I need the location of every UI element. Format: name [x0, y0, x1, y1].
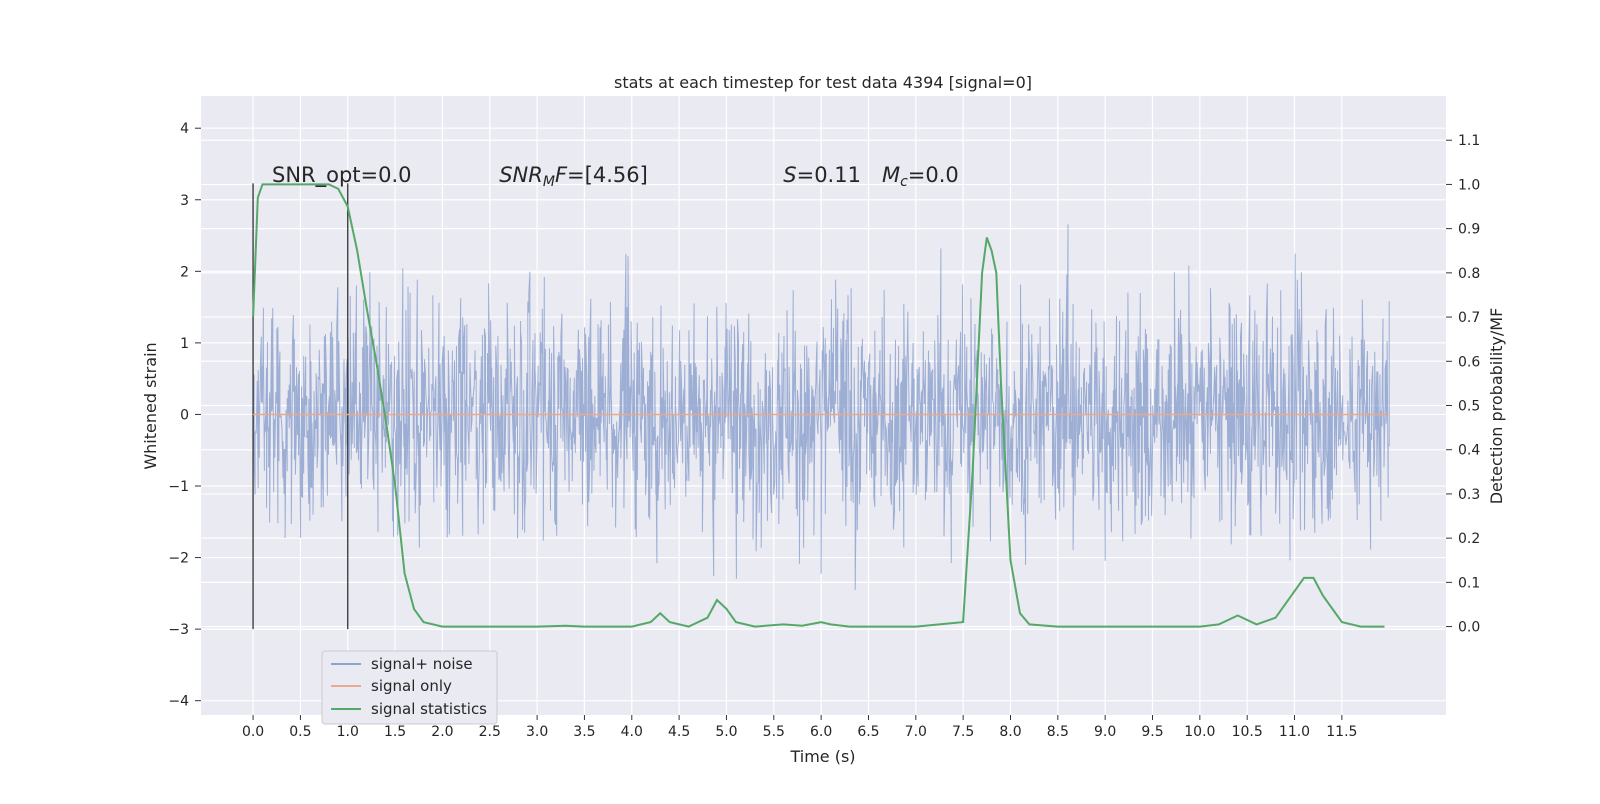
annotations: SNR_opt=0.0 SNRMF=[4.56] S=0.11 Mc=0.0 — [272, 163, 959, 190]
x-tick-label: 7.0 — [905, 724, 927, 740]
legend-label-signal-only: signal only — [371, 677, 452, 695]
annotation-snr-opt: SNR_opt=0.0 — [272, 163, 412, 188]
y2-tick-label: 0.3 — [1458, 487, 1480, 503]
x-tick-label: 1.5 — [384, 724, 406, 740]
x-axis-label: Time (s) — [789, 747, 855, 766]
legend: signal+ noise signal only signal statist… — [321, 650, 498, 725]
y-tick-label: −2 — [168, 551, 189, 567]
y-tick-label: −4 — [168, 694, 189, 710]
x-tick-label: 10.0 — [1184, 724, 1215, 740]
y2-tick-label: 0.5 — [1458, 399, 1480, 415]
x-tick-label: 4.5 — [668, 724, 690, 740]
y-tick-label: 2 — [180, 264, 189, 280]
y2-tick-label: 1.0 — [1458, 177, 1480, 193]
x-tick-label: 1.0 — [337, 724, 359, 740]
signal-noise-series — [252, 224, 1390, 591]
y2-tick-label: 0.1 — [1458, 575, 1480, 591]
x-tick-label: 9.0 — [1094, 724, 1116, 740]
legend-label-signal-statistics: signal statistics — [371, 700, 487, 718]
x-tick-label: 2.0 — [431, 724, 453, 740]
y2-tick-label: 0.9 — [1458, 222, 1480, 238]
x-tick-label: 2.5 — [479, 724, 501, 740]
y-tick-label: 4 — [180, 121, 189, 137]
chart-title: stats at each timestep for test data 439… — [614, 73, 1032, 92]
ticks-layer: 0.0 0.5 1.0 1.5 2.0 2.5 3.0 3.5 4.0 4.5 5.0 5.5 6.0 6… — [168, 121, 1480, 740]
y2-tick-label: 0.6 — [1458, 354, 1480, 370]
annotation-snr-mf: SNRMF=[4.56] — [499, 163, 648, 190]
annotation-s-mc: S=0.11 Mc=0.0 — [783, 163, 959, 190]
x-tick-label: 9.5 — [1141, 724, 1163, 740]
y2-axis-label: Detection probability/MF — [1487, 308, 1506, 505]
y2-tick-label: 0.7 — [1458, 310, 1480, 326]
x-tick-label: 5.5 — [763, 724, 785, 740]
y-tick-label: 1 — [180, 336, 189, 352]
y2-tick-label: 0.0 — [1458, 620, 1480, 636]
x-tick-label: 6.5 — [857, 724, 879, 740]
y-axis-label: Whitened strain — [141, 342, 160, 469]
y-tick-label: −1 — [168, 479, 189, 495]
y2-tick-label: 0.8 — [1458, 266, 1480, 282]
x-tick-label: 6.0 — [810, 724, 832, 740]
y-tick-label: 0 — [180, 407, 189, 423]
y-tick-label: −3 — [168, 622, 189, 638]
y2-tick-label: 0.2 — [1458, 531, 1480, 547]
legend-label-signal-noise: signal+ noise — [371, 655, 473, 673]
lines-layer — [252, 183, 1390, 630]
legend-box — [321, 650, 498, 725]
x-tick-label: 0.0 — [242, 724, 264, 740]
x-tick-label: 10.5 — [1232, 724, 1263, 740]
x-tick-label: 4.0 — [621, 724, 643, 740]
x-tick-label: 0.5 — [289, 724, 311, 740]
signal-statistics-line — [252, 183, 1385, 628]
y-tick-label: 3 — [180, 193, 189, 209]
y2-tick-label: 0.4 — [1458, 443, 1480, 459]
x-tick-label: 7.5 — [952, 724, 974, 740]
x-tick-label: 3.5 — [573, 724, 595, 740]
x-tick-label: 5.0 — [715, 724, 737, 740]
signal-noise-line — [252, 224, 1390, 591]
x-tick-label: 3.0 — [526, 724, 548, 740]
x-tick-label: 11.5 — [1326, 724, 1357, 740]
y2-tick-label: 1.1 — [1458, 133, 1480, 149]
x-tick-label: 8.5 — [1047, 724, 1069, 740]
x-tick-label: 11.0 — [1279, 724, 1310, 740]
x-tick-label: 8.0 — [999, 724, 1021, 740]
